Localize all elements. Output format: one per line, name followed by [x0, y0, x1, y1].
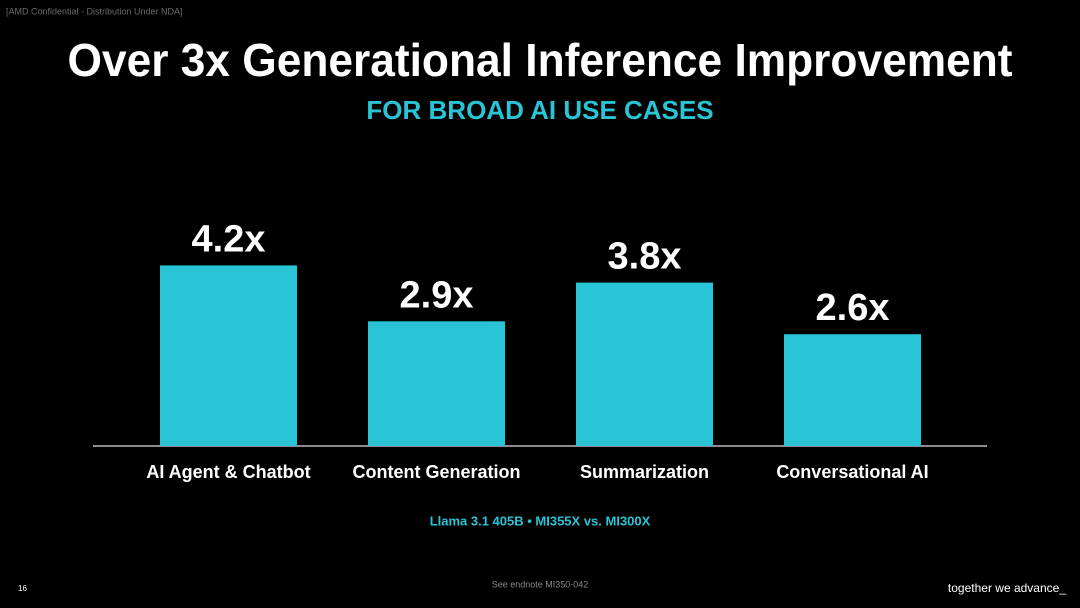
category-label: Conversational AI: [776, 462, 928, 482]
chart-subtitle: FOR BROAD AI USE CASES: [366, 95, 713, 125]
bar: [784, 334, 921, 446]
page-number: 16: [18, 584, 27, 593]
value-label: 2.6x: [816, 287, 890, 329]
endnote: See endnote MI350-042: [492, 579, 589, 589]
footnote: Llama 3.1 405B • MI355X vs. MI300X: [430, 513, 651, 528]
category-label: AI Agent & Chatbot: [146, 462, 310, 482]
bar: [160, 265, 297, 446]
confidential-note: [AMD Confidential - Distribution Under N…: [6, 6, 183, 16]
bar: [368, 321, 505, 446]
value-label: 4.2x: [192, 218, 266, 260]
value-label: 2.9x: [400, 274, 474, 316]
value-label: 3.8x: [608, 236, 682, 278]
category-label: Summarization: [580, 462, 709, 482]
chart-title: Over 3x Generational Inference Improveme…: [68, 34, 1013, 86]
tagline: together we advance_: [948, 581, 1066, 595]
bar: [576, 282, 713, 446]
category-label: Content Generation: [352, 462, 520, 482]
